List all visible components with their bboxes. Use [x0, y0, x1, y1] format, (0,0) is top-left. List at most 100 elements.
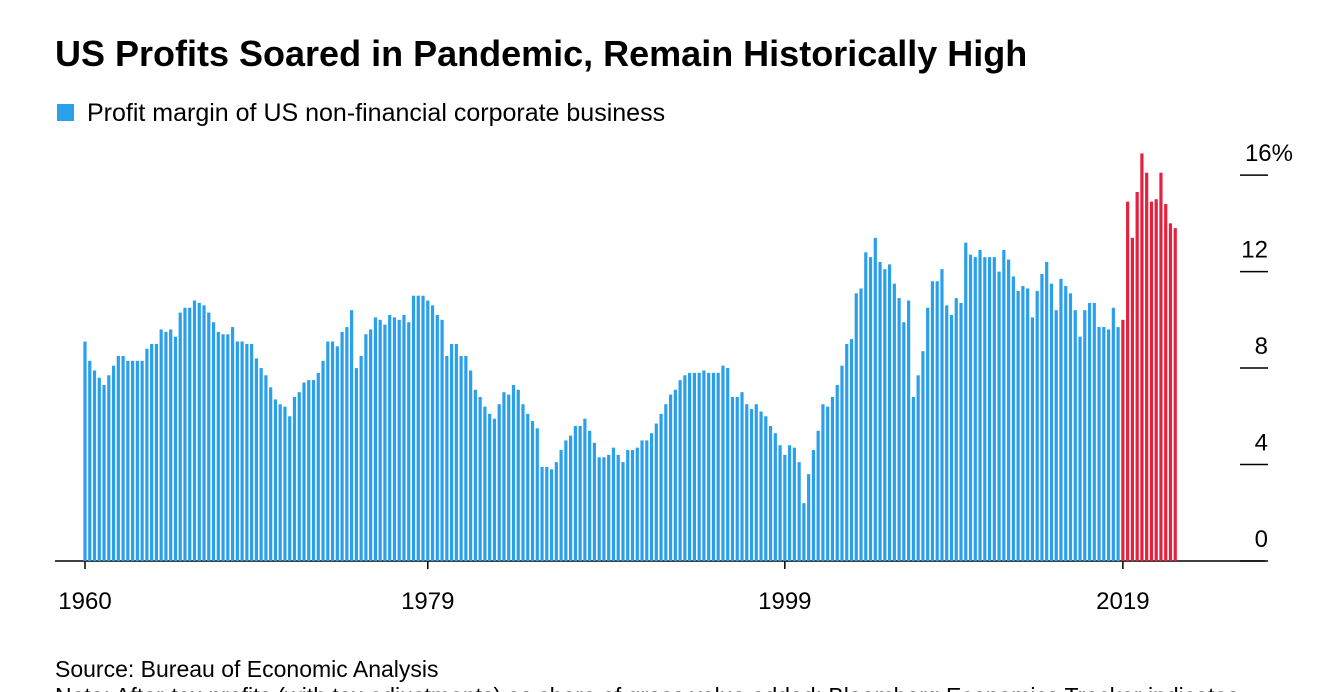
bar	[197, 302, 201, 561]
bar	[135, 360, 139, 561]
y-tick-label: 8	[1255, 333, 1268, 360]
bar	[559, 450, 563, 561]
bar	[164, 331, 168, 561]
bar	[240, 341, 244, 561]
bar	[169, 329, 173, 561]
bar	[868, 257, 873, 561]
bar	[1111, 307, 1115, 561]
bar	[478, 397, 482, 561]
bar	[1030, 317, 1035, 561]
bar	[707, 372, 711, 561]
bar	[235, 341, 239, 561]
bar	[688, 372, 692, 561]
bar	[1121, 319, 1125, 561]
bar	[1021, 286, 1025, 561]
bar	[530, 421, 535, 561]
bar	[359, 356, 363, 561]
bar	[987, 257, 992, 561]
bar	[1049, 283, 1054, 561]
bar	[345, 327, 349, 561]
bar	[178, 312, 182, 561]
bar	[1092, 302, 1096, 561]
bar	[140, 360, 144, 561]
bar	[759, 411, 763, 561]
bar	[426, 300, 430, 561]
bar	[430, 305, 435, 561]
bar	[735, 397, 739, 561]
bar	[1002, 249, 1006, 561]
bar	[102, 384, 106, 561]
bar	[569, 435, 573, 561]
bar	[621, 462, 625, 561]
bar	[311, 380, 316, 561]
bar	[245, 343, 249, 561]
bar	[192, 300, 197, 561]
bar	[269, 387, 273, 561]
bar	[959, 302, 963, 561]
bar	[1130, 237, 1134, 561]
chart-title: US Profits Soared in Pandemic, Remain Hi…	[55, 33, 1027, 74]
bar	[997, 271, 1001, 561]
bar	[1026, 288, 1030, 561]
bar	[326, 341, 330, 561]
x-tick-label: 1999	[758, 588, 811, 615]
bar	[626, 450, 630, 561]
bar	[402, 315, 406, 561]
bar	[459, 356, 463, 561]
bar	[878, 261, 882, 561]
bar	[1173, 228, 1177, 562]
bar	[1116, 327, 1120, 561]
bar	[131, 360, 135, 561]
bar	[854, 293, 858, 561]
y-tick-label: 0	[1255, 526, 1268, 553]
bar	[449, 343, 454, 561]
bar	[273, 399, 278, 561]
bar	[864, 252, 868, 561]
bar	[254, 358, 258, 561]
bar	[840, 365, 844, 561]
bar	[897, 298, 901, 561]
bar	[949, 315, 954, 561]
bar	[607, 454, 611, 561]
bar	[202, 305, 206, 561]
bar	[435, 315, 439, 561]
bar	[302, 382, 306, 561]
bar	[278, 404, 282, 561]
bar	[416, 295, 420, 561]
bar	[97, 377, 101, 561]
bar	[159, 329, 163, 561]
bar	[654, 423, 658, 561]
bar	[649, 433, 654, 561]
bar	[316, 372, 320, 561]
bar	[616, 454, 620, 561]
bar	[411, 295, 416, 561]
bar	[811, 450, 816, 561]
bar	[983, 257, 987, 561]
bar	[250, 343, 254, 561]
bar	[964, 242, 968, 561]
bar	[454, 343, 458, 561]
bar	[764, 416, 768, 561]
y-tick-label: 16%	[1245, 140, 1293, 167]
bar	[516, 389, 520, 561]
bar	[1007, 259, 1011, 561]
bar	[602, 457, 606, 561]
y-tick-label: 12	[1241, 237, 1268, 264]
bar	[740, 392, 744, 561]
bar	[1097, 327, 1101, 561]
bar	[954, 298, 958, 561]
bar	[578, 425, 582, 561]
bar	[440, 319, 444, 561]
bar	[116, 356, 120, 561]
bar	[1073, 310, 1077, 561]
bar	[150, 343, 154, 561]
bar	[978, 249, 982, 561]
bar	[683, 375, 687, 561]
bar	[835, 384, 839, 561]
source: Source: Bureau of Economic Analysis	[55, 656, 439, 682]
bar	[373, 317, 378, 561]
bar	[773, 433, 777, 561]
bar	[111, 365, 116, 561]
bar	[364, 334, 368, 561]
